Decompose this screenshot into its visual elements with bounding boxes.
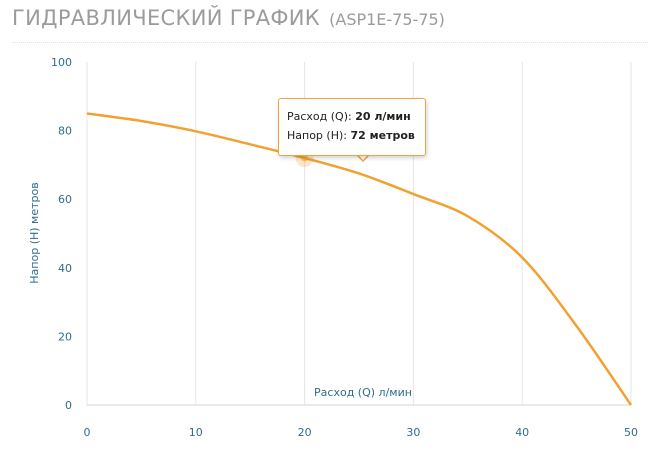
x-tick-label: 50 (624, 426, 638, 439)
tooltip-flow-row: Расход (Q): 20 л/мин (287, 107, 417, 126)
y-tick-label: 80 (58, 125, 72, 138)
x-tick-label: 0 (84, 426, 91, 439)
tooltip-arrow-inner (357, 154, 369, 160)
tooltip-head-label: Напор (H): (287, 129, 347, 142)
x-tick-label: 40 (515, 426, 529, 439)
tooltip-head-value: 72 метров (350, 129, 415, 142)
x-tick-label: 10 (189, 426, 203, 439)
tooltip-flow-value: 20 л/мин (355, 110, 411, 123)
chart-header: ГИДРАВЛИЧЕСКИЙ ГРАФИК (ASP1E-75-75) (12, 6, 648, 43)
y-tick-label: 100 (51, 56, 72, 69)
y-tick-label: 0 (65, 399, 72, 412)
y-tick-label: 60 (58, 193, 72, 206)
y-tick-label: 40 (58, 262, 72, 275)
model-label: (ASP1E-75-75) (329, 10, 445, 29)
x-tick-label: 30 (406, 426, 420, 439)
x-axis-label: Расход (Q) л/мин (314, 386, 412, 399)
chart-title: ГИДРАВЛИЧЕСКИЙ ГРАФИК (12, 6, 321, 30)
data-tooltip: Расход (Q): 20 л/мин Напор (H): 72 метро… (278, 98, 426, 156)
tooltip-head-row: Напор (H): 72 метров (287, 126, 417, 145)
y-axis-label: Напор (H) метров (28, 182, 41, 283)
y-tick-label: 20 (58, 330, 72, 343)
highlight-point (301, 154, 309, 162)
x-tick-label: 20 (298, 426, 312, 439)
tooltip-flow-label: Расход (Q): (287, 110, 352, 123)
series-line (86, 112, 633, 406)
